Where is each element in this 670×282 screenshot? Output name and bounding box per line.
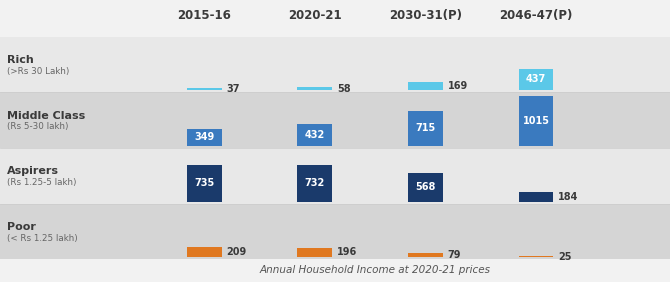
Text: Poor: Poor	[7, 222, 36, 232]
Text: (Rs 1.25-5 lakh): (Rs 1.25-5 lakh)	[7, 178, 76, 187]
Text: 58: 58	[337, 84, 350, 94]
Text: 715: 715	[415, 123, 436, 133]
FancyBboxPatch shape	[297, 248, 332, 257]
FancyBboxPatch shape	[408, 111, 443, 146]
Text: 169: 169	[448, 81, 468, 91]
FancyBboxPatch shape	[187, 129, 222, 146]
FancyBboxPatch shape	[519, 256, 553, 257]
FancyBboxPatch shape	[408, 82, 443, 90]
FancyBboxPatch shape	[297, 124, 332, 146]
Text: Aspirers: Aspirers	[7, 166, 59, 177]
Text: 2046-47(P): 2046-47(P)	[499, 9, 573, 22]
Text: Middle Class: Middle Class	[7, 111, 85, 121]
FancyBboxPatch shape	[519, 192, 553, 202]
FancyBboxPatch shape	[408, 253, 443, 257]
Text: 196: 196	[337, 247, 357, 257]
FancyBboxPatch shape	[187, 247, 222, 257]
FancyBboxPatch shape	[187, 88, 222, 90]
Text: 184: 184	[558, 192, 578, 202]
Text: 349: 349	[194, 132, 214, 142]
Text: 2030-31(P): 2030-31(P)	[389, 9, 462, 22]
FancyBboxPatch shape	[519, 96, 553, 146]
Text: 79: 79	[448, 250, 461, 260]
FancyBboxPatch shape	[0, 37, 670, 92]
Text: (< Rs 1.25 lakh): (< Rs 1.25 lakh)	[7, 234, 78, 243]
Text: 432: 432	[305, 130, 325, 140]
FancyBboxPatch shape	[0, 92, 670, 148]
Text: 437: 437	[526, 74, 546, 84]
FancyBboxPatch shape	[297, 87, 332, 90]
FancyBboxPatch shape	[0, 204, 670, 259]
Text: Rich: Rich	[7, 55, 34, 65]
Text: 209: 209	[226, 247, 247, 257]
Text: (Rs 5-30 lakh): (Rs 5-30 lakh)	[7, 122, 68, 131]
Text: 2020-21: 2020-21	[288, 9, 342, 22]
Text: 37: 37	[226, 84, 240, 94]
FancyBboxPatch shape	[0, 148, 670, 204]
Text: 1015: 1015	[523, 116, 549, 126]
FancyBboxPatch shape	[297, 165, 332, 202]
FancyBboxPatch shape	[408, 173, 443, 202]
Text: 25: 25	[558, 252, 572, 262]
Text: (>Rs 30 Lakh): (>Rs 30 Lakh)	[7, 67, 69, 76]
Text: 732: 732	[305, 179, 325, 188]
Text: 568: 568	[415, 182, 436, 193]
Text: Annual Household Income at 2020-21 prices: Annual Household Income at 2020-21 price…	[260, 265, 490, 275]
Text: 735: 735	[194, 179, 214, 188]
Text: 2015-16: 2015-16	[178, 9, 231, 22]
FancyBboxPatch shape	[187, 165, 222, 202]
FancyBboxPatch shape	[519, 69, 553, 90]
